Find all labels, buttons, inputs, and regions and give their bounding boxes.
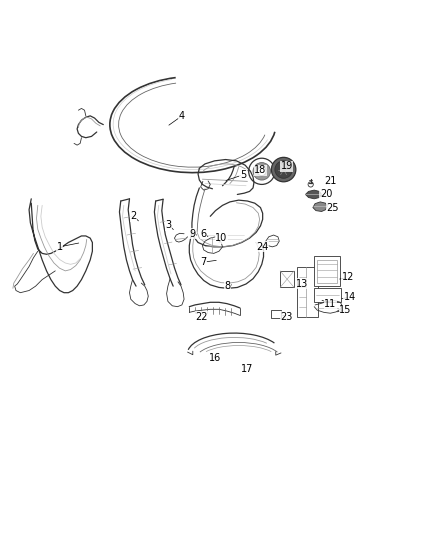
Polygon shape [313, 202, 327, 212]
Text: 2: 2 [131, 211, 137, 221]
Text: 10: 10 [215, 233, 227, 243]
Circle shape [308, 182, 313, 187]
Text: 25: 25 [326, 203, 339, 213]
Text: 4: 4 [179, 111, 185, 121]
Circle shape [249, 158, 275, 184]
Circle shape [272, 157, 296, 182]
Text: 14: 14 [344, 292, 356, 302]
Text: 17: 17 [241, 364, 254, 374]
Polygon shape [265, 235, 279, 247]
FancyBboxPatch shape [314, 288, 341, 302]
Text: 24: 24 [257, 242, 269, 252]
Text: 18: 18 [254, 165, 267, 175]
Text: 20: 20 [320, 189, 332, 199]
Text: 5: 5 [240, 170, 246, 180]
Text: 12: 12 [342, 272, 354, 282]
Text: 3: 3 [166, 220, 172, 230]
Circle shape [258, 167, 266, 176]
Text: 1: 1 [57, 242, 63, 252]
Circle shape [253, 163, 271, 180]
Text: 15: 15 [339, 305, 352, 315]
FancyBboxPatch shape [314, 256, 339, 286]
Text: 22: 22 [195, 312, 208, 322]
FancyBboxPatch shape [297, 266, 318, 317]
Text: 13: 13 [296, 279, 308, 289]
Circle shape [275, 161, 292, 179]
Text: 21: 21 [324, 176, 336, 187]
Text: 6: 6 [201, 229, 207, 239]
Text: 19: 19 [281, 161, 293, 171]
FancyBboxPatch shape [271, 310, 282, 318]
Text: 9: 9 [190, 229, 196, 239]
Text: 8: 8 [225, 281, 231, 291]
FancyBboxPatch shape [280, 271, 294, 287]
Text: 7: 7 [201, 257, 207, 267]
Text: 23: 23 [280, 312, 293, 322]
Text: 16: 16 [208, 353, 221, 363]
Text: 11: 11 [324, 298, 336, 309]
Polygon shape [305, 190, 321, 199]
